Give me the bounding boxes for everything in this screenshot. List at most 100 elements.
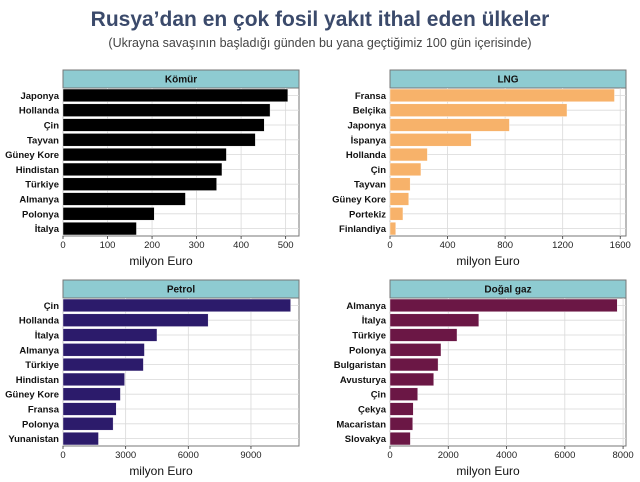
panel-1-category-label-9: Polonya <box>22 209 60 220</box>
panel-1-category-label-3: Çin <box>44 121 60 132</box>
panel-4-category-label-6: Avusturya <box>340 375 387 386</box>
panel-2-category-label-2: Belçika <box>353 106 387 117</box>
panel-1-category-label-5: Güney Kore <box>5 150 59 161</box>
panel-3-x-axis-title: milyon Euro <box>129 464 193 478</box>
panel-2-category-label-3: Japonya <box>347 121 386 132</box>
panel-2-category-label-8: Güney Kore <box>332 195 386 206</box>
panel-1-bar-4 <box>62 133 256 147</box>
panel-1-category-label-8: Almanya <box>19 195 59 206</box>
panel-1-xtick-label-1: 100 <box>100 240 116 251</box>
panel-4-xtick-label-2: 4000 <box>496 450 517 461</box>
panel-4-xtick-label-0: 0 <box>387 450 392 461</box>
panel-2-xtick-label-3: 1200 <box>552 240 573 251</box>
panel-4-bar-7 <box>389 387 418 401</box>
panel-1-category-label-10: İtalya <box>35 224 60 235</box>
panel-4-category-label-8: Çekya <box>358 405 387 416</box>
panel-3-category-label-8: Fransa <box>28 405 60 416</box>
panel-1-bar-6 <box>62 162 223 176</box>
panel-3-bar-9 <box>62 417 114 431</box>
panel-4-category-label-7: Çin <box>371 390 387 401</box>
panel-4-xtick-label-4: 8000 <box>613 450 634 461</box>
chart-title: Rusya’dan en çok fosil yakıt ithal eden … <box>90 8 550 31</box>
panel-4-bar-5 <box>389 358 439 372</box>
panel-2-strip <box>389 69 627 89</box>
panel-1-strip-title: Kömür <box>165 75 197 86</box>
panel-3-bar-5 <box>62 358 144 372</box>
panel-3-category-label-5: Türkiye <box>25 360 59 371</box>
panel-4-bar-8 <box>389 402 414 416</box>
panel-2-category-label-7: Tayvan <box>354 180 386 191</box>
panel-2-strip-title: LNG <box>497 75 518 86</box>
panel-4-category-label-9: Macaristan <box>336 419 386 430</box>
panel-4-category-label-3: Türkiye <box>352 331 386 342</box>
panel-2-x-axis-title: milyon Euro <box>456 254 520 268</box>
panel-3-xtick-label-2: 6000 <box>178 450 199 461</box>
panel-4-strip-title: Doğal gaz <box>484 285 531 296</box>
panel-3-category-label-6: Hindistan <box>16 375 59 386</box>
panel-4-bar-10 <box>389 432 411 446</box>
panel-2-category-label-4: İspanya <box>351 135 387 146</box>
panel-3-bar-1 <box>62 298 291 312</box>
panel-4-bar-1 <box>389 298 618 312</box>
panel-4-bar-3 <box>389 328 458 342</box>
panel-3-category-label-10: Yunanistan <box>8 434 59 445</box>
panel-2-xtick-label-4: 1600 <box>610 240 631 251</box>
panel-1-bar-9 <box>62 207 155 221</box>
panel-4-category-label-1: Almanya <box>346 301 386 312</box>
panel-1-x-axis-title: milyon Euro <box>129 254 193 268</box>
panel-3-category-label-2: Hollanda <box>19 316 60 327</box>
panel-1-xtick-label-3: 300 <box>189 240 205 251</box>
panel-1-category-label-2: Hollanda <box>19 106 60 117</box>
panel-3-category-label-4: Almanya <box>19 345 59 356</box>
panel-3-category-label-1: Çin <box>44 301 60 312</box>
panel-3-bar-8 <box>62 402 117 416</box>
panel-1-xtick-label-5: 500 <box>278 240 294 251</box>
panel-4-xtick-label-1: 2000 <box>438 450 459 461</box>
panel-2-xtick-label-0: 0 <box>387 240 392 251</box>
panel-1-bar-1 <box>62 88 289 102</box>
panel-4-category-label-5: Bulgaristan <box>334 360 386 371</box>
panel-4-bar-4 <box>389 343 442 357</box>
panel-2-category-label-10: Finlandiya <box>339 224 387 235</box>
panel-3-xtick-label-3: 9000 <box>240 450 261 461</box>
panel-4-category-label-4: Polonya <box>349 345 387 356</box>
panel-1-category-label-7: Türkiye <box>25 180 59 191</box>
panel-1-xtick-label-4: 400 <box>233 240 249 251</box>
panel-2-category-label-1: Fransa <box>355 91 387 102</box>
panel-3-bar-2 <box>62 313 209 327</box>
panel-4-bar-2 <box>389 313 480 327</box>
panel-2-bar-4 <box>389 133 472 147</box>
panel-1-bar-5 <box>62 148 227 162</box>
panel-3-xtick-label-0: 0 <box>60 450 65 461</box>
panel-1-xtick-label-2: 200 <box>144 240 160 251</box>
panel-2-xtick-label-2: 800 <box>497 240 513 251</box>
panel-4-xtick-label-3: 6000 <box>554 450 575 461</box>
panel-3-bar-4 <box>62 343 145 357</box>
panel-3-bar-6 <box>62 372 125 386</box>
panel-2-bar-7 <box>389 177 411 191</box>
panel-1-bar-10 <box>62 222 137 236</box>
panel-1-bar-8 <box>62 192 186 206</box>
panel-3-category-label-7: Güney Kore <box>5 390 59 401</box>
panel-2-bar-9 <box>389 207 404 221</box>
panel-4-strip <box>389 279 627 299</box>
panel-3-bar-7 <box>62 387 121 401</box>
panel-1-bar-2 <box>62 103 271 117</box>
panel-3-category-label-9: Polonya <box>22 419 60 430</box>
panel-2-bar-3 <box>389 118 510 132</box>
panel-4-category-label-2: İtalya <box>362 316 387 327</box>
panel-4-bar-6 <box>389 372 434 386</box>
panel-3-bar-10 <box>62 432 99 446</box>
panel-3-bar-3 <box>62 328 158 342</box>
panel-1-bar-3 <box>62 118 265 132</box>
panel-2-category-label-5: Hollanda <box>346 150 387 161</box>
panel-1-category-label-4: Tayvan <box>27 135 59 146</box>
panel-4-category-label-10: Slovakya <box>345 434 387 445</box>
panel-2-xtick-label-1: 400 <box>440 240 456 251</box>
panel-2-bar-6 <box>389 162 422 176</box>
panel-2-category-label-6: Çin <box>371 165 387 176</box>
panel-1-bar-7 <box>62 177 217 191</box>
chart-subtitle: (Ukrayna savaşının başladığı günden bu y… <box>108 36 532 50</box>
panel-3-category-label-3: İtalya <box>35 331 60 342</box>
